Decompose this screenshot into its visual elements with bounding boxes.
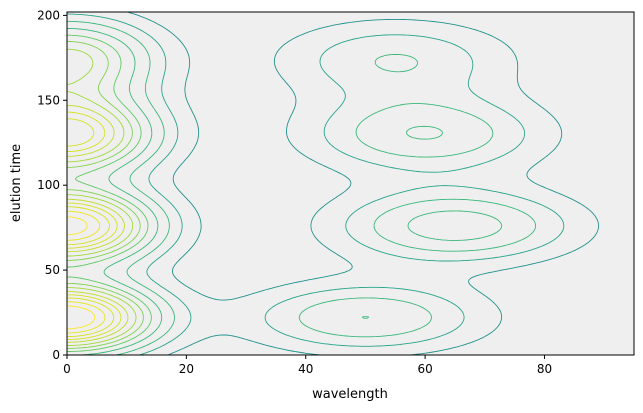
y-tick-label: 100 (37, 178, 60, 192)
contour-level-line (67, 48, 137, 346)
x-tick-label: 60 (417, 362, 432, 376)
y-axis-label: elution time (9, 144, 24, 222)
contour-lines (67, 12, 600, 355)
x-tick-label: 40 (298, 362, 313, 376)
contour-level-line (67, 216, 96, 330)
axis-ticks: 0 20 40 60 80 0 50 100 150 200 (37, 8, 552, 376)
x-tick-label: 0 (63, 362, 71, 376)
plot-frame (66, 11, 635, 356)
y-tick-label: 0 (52, 348, 60, 362)
x-tick-label: 80 (537, 362, 552, 376)
contour-level-line (67, 104, 129, 343)
y-tick-label: 200 (37, 8, 60, 22)
contour-level-line (67, 118, 115, 337)
contour-level-line (67, 41, 144, 349)
x-tick-label: 20 (179, 362, 194, 376)
x-axis-label: wavelength (312, 387, 388, 402)
y-tick-label: 50 (45, 263, 60, 277)
contour-level-line (67, 111, 122, 340)
contour-level-line (67, 34, 152, 352)
y-tick-label: 150 (37, 93, 60, 107)
contour-level-line (67, 210, 106, 334)
